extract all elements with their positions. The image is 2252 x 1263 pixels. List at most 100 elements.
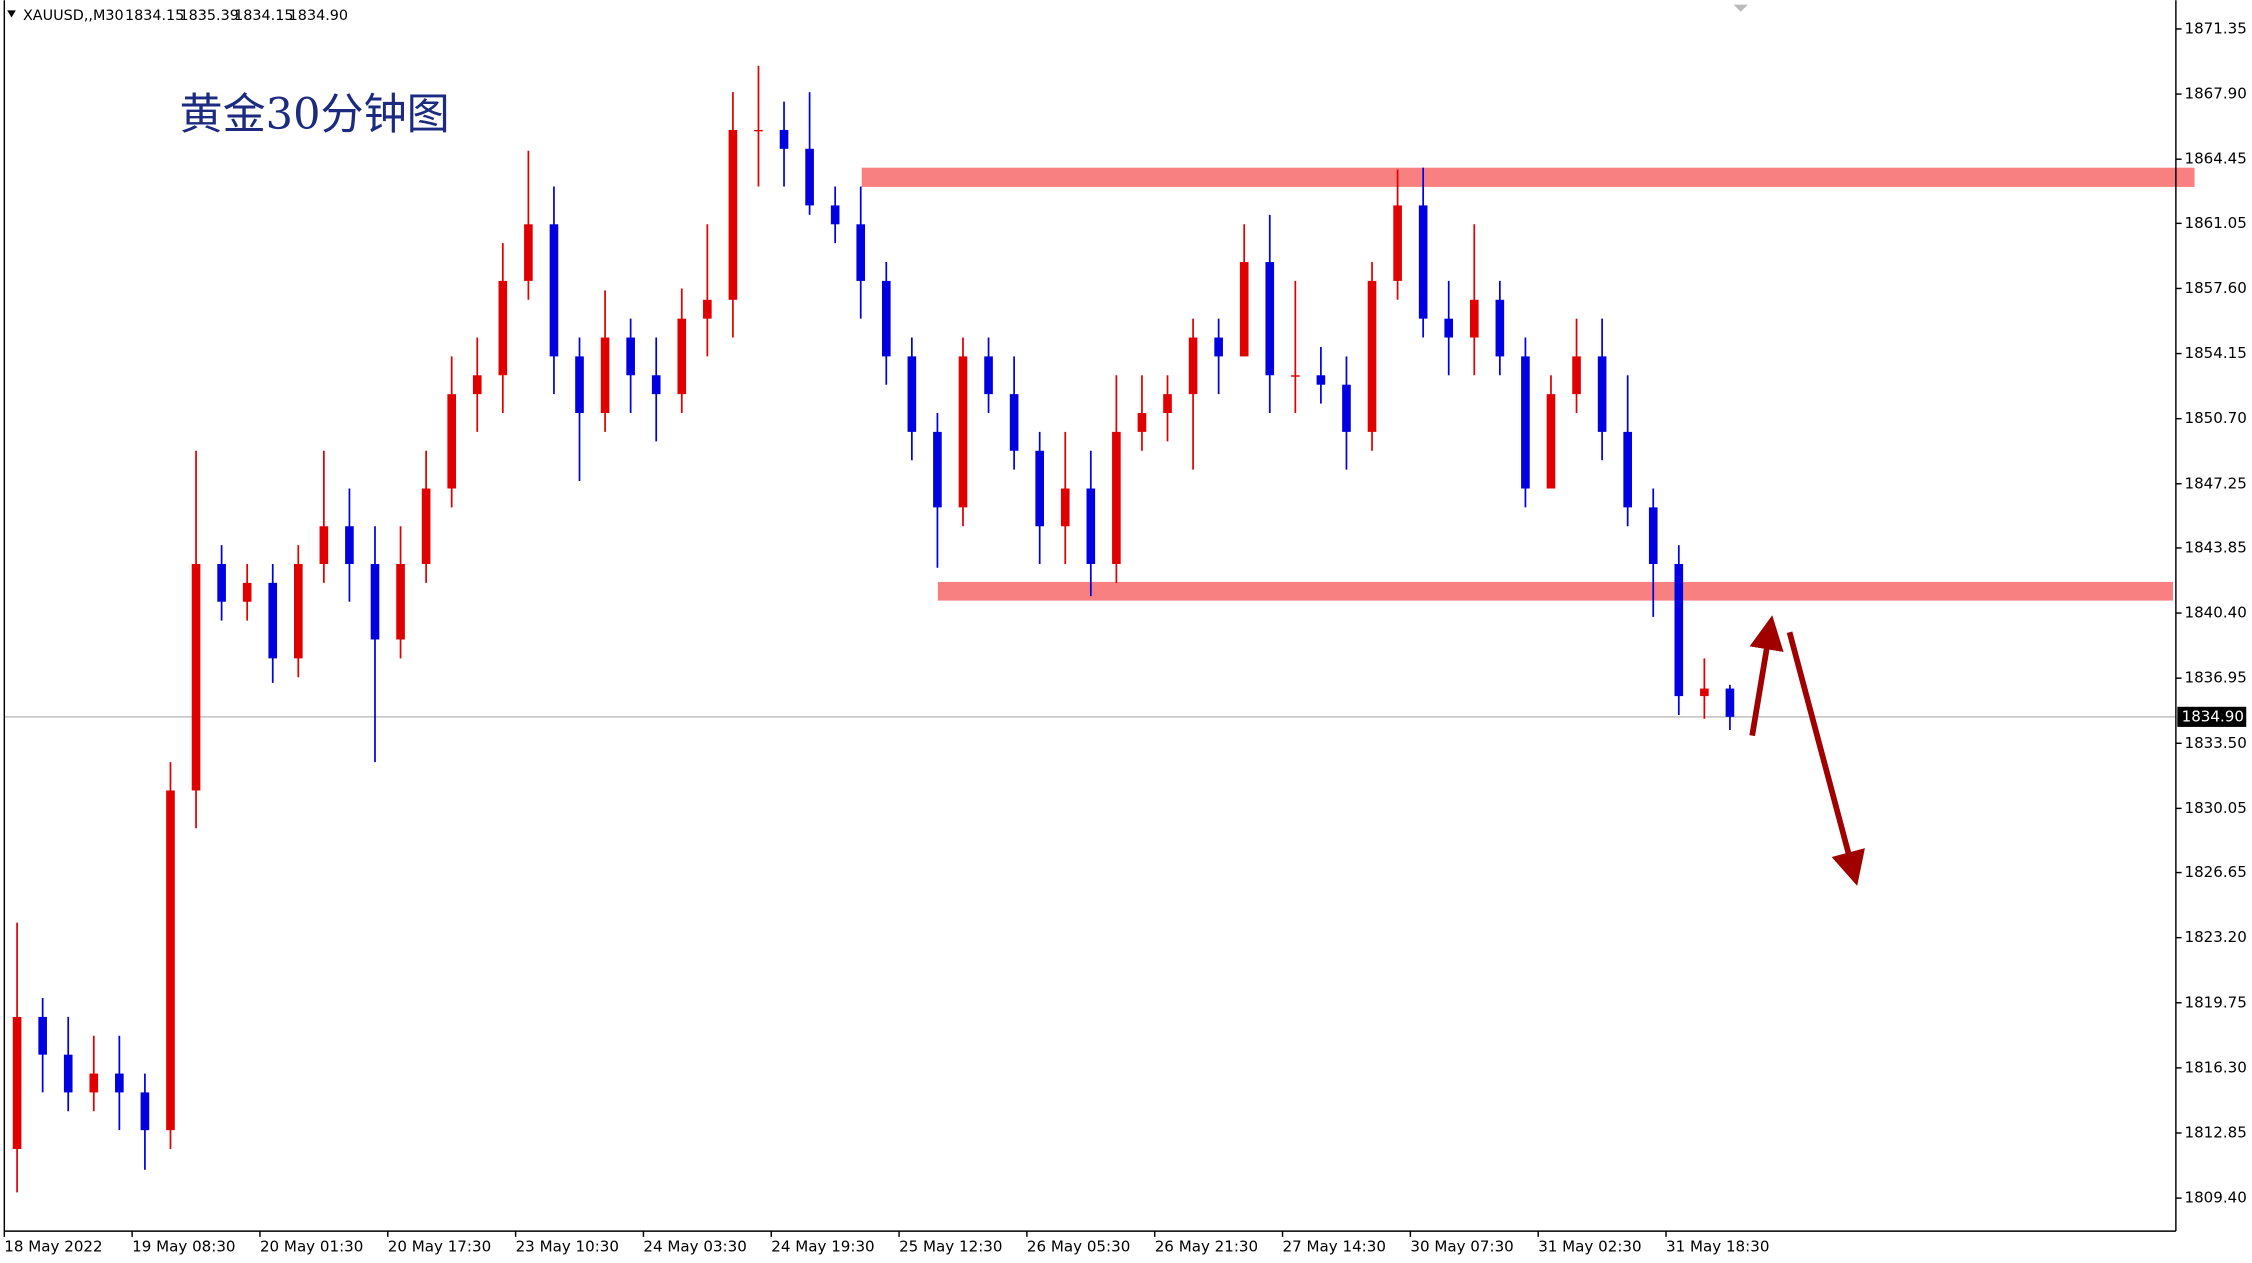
candle-body	[703, 299, 712, 319]
y-tick-label: 1809.40	[2184, 1189, 2246, 1207]
candle-body	[1188, 337, 1198, 395]
candle-body	[472, 375, 482, 395]
candle-body	[1725, 688, 1735, 717]
candle-body	[140, 1092, 150, 1131]
candle-body	[1495, 299, 1505, 357]
candle-body	[370, 563, 380, 640]
candle-body	[830, 205, 840, 225]
x-tick-label: 30 May 07:30	[1410, 1237, 1513, 1255]
candle-body	[1674, 563, 1684, 697]
candle-body	[1367, 280, 1377, 432]
y-tick-label: 1864.45	[2184, 150, 2246, 168]
plot-area	[4, 65, 2195, 1193]
candle-body	[1546, 394, 1556, 489]
candle-body	[958, 356, 968, 508]
candle-body	[600, 337, 610, 414]
x-tick-label: 26 May 21:30	[1155, 1237, 1258, 1255]
candle-body	[268, 582, 278, 659]
candle-body	[984, 356, 993, 395]
candle-body	[1291, 375, 1300, 377]
candle-body	[1521, 356, 1530, 489]
chart-title: 黄金30分钟图	[180, 90, 450, 140]
candle-body	[549, 224, 559, 357]
header-value: 1834.15	[125, 8, 184, 24]
price-zone	[861, 167, 2195, 187]
y-tick-label: 1812.85	[2184, 1123, 2246, 1141]
candle-body	[651, 375, 661, 395]
y-tick-label: 1826.65	[2184, 863, 2246, 881]
candle-body	[115, 1073, 124, 1093]
candle-body	[1393, 205, 1402, 281]
candle-body	[1035, 450, 1044, 527]
candle-body	[1265, 262, 1275, 376]
candle-body	[779, 129, 789, 149]
candle-body	[89, 1073, 99, 1093]
candle-body	[447, 394, 457, 489]
menu-marker	[7, 10, 16, 18]
price-zone	[937, 581, 2174, 601]
candle-body	[1572, 356, 1581, 395]
candle-body	[881, 280, 891, 357]
y-tick-label: 1871.35	[2184, 19, 2246, 37]
shift-marker	[1733, 4, 1748, 12]
x-tick-label: 20 May 17:30	[388, 1237, 491, 1255]
candle-body	[1316, 375, 1326, 385]
candle-body	[1623, 431, 1632, 508]
candle-body	[754, 129, 763, 132]
arrow-up	[1749, 615, 1784, 737]
x-tick-label: 24 May 19:30	[771, 1237, 874, 1255]
arrow-down	[1786, 631, 1865, 886]
candle-body	[1648, 507, 1658, 564]
candle-body	[626, 337, 635, 376]
candle-body	[217, 563, 226, 602]
y-tick-label: 1861.05	[2184, 214, 2246, 232]
header-value: 1834.90	[289, 8, 348, 24]
candle-body	[345, 526, 354, 564]
y-tick-label: 1830.05	[2184, 799, 2246, 817]
candle-body	[63, 1054, 73, 1093]
candle-body	[1086, 488, 1096, 564]
y-tick-label: 1847.25	[2184, 474, 2246, 492]
candle-body	[1418, 205, 1428, 319]
candle-body	[166, 790, 175, 1131]
candle-body	[38, 1016, 47, 1055]
candle-body	[1597, 356, 1607, 432]
candle-body	[1112, 431, 1121, 564]
candle-body	[1444, 318, 1454, 338]
y-tick-label: 1867.90	[2184, 85, 2246, 103]
candle-body	[1163, 394, 1172, 414]
x-tick-label: 25 May 12:30	[899, 1237, 1002, 1255]
x-tick-label: 26 May 05:30	[1027, 1237, 1130, 1255]
candle-body	[1060, 488, 1070, 527]
y-tick-label: 1823.20	[2184, 928, 2246, 946]
x-tick-label: 20 May 01:30	[260, 1237, 363, 1255]
candle-body	[396, 563, 405, 640]
candle-body	[677, 318, 687, 395]
candle-body	[1342, 384, 1351, 432]
candle-body	[293, 563, 303, 659]
header-value: 1835.39	[180, 8, 239, 24]
y-tick-label: 1843.85	[2184, 538, 2246, 556]
candle-body	[856, 224, 866, 281]
y-tick-label: 1833.50	[2184, 734, 2246, 752]
x-tick-label: 31 May 18:30	[1666, 1237, 1769, 1255]
candle-body	[1137, 413, 1147, 432]
x-tick-label: 18 May 2022	[4, 1237, 102, 1255]
y-tick-label: 1819.75	[2184, 993, 2246, 1011]
candle-body	[1009, 394, 1019, 451]
y-tick-label: 1836.95	[2184, 669, 2246, 687]
candle-body	[907, 356, 917, 432]
x-tick-label: 24 May 03:30	[643, 1237, 746, 1255]
candle-body	[1214, 337, 1223, 357]
candle-body	[1700, 688, 1709, 697]
candle-body	[191, 563, 201, 791]
x-tick-label: 31 May 02:30	[1538, 1237, 1641, 1255]
x-tick-label: 19 May 08:30	[132, 1237, 235, 1255]
candle-body	[933, 431, 942, 508]
candle-body	[524, 224, 533, 281]
candle-body	[242, 582, 252, 602]
candle-body	[805, 148, 814, 206]
candle-body	[498, 280, 508, 376]
